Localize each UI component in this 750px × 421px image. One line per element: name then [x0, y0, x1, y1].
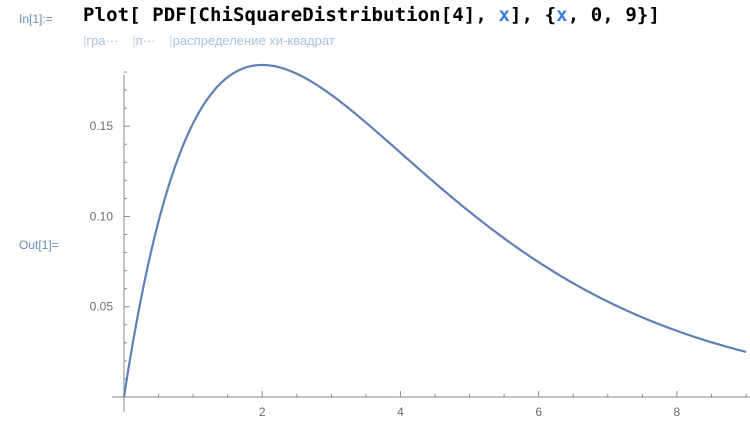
- x-tick-label: 6: [535, 405, 542, 419]
- plot-keyword: Plot: [83, 4, 130, 26]
- bracket-open-2: [: [186, 4, 199, 26]
- variable-x: x: [498, 4, 510, 26]
- bracket-close: ], {: [509, 4, 557, 26]
- variable-x-2: x: [556, 4, 568, 26]
- x-tick-label: 8: [674, 405, 681, 419]
- bracket-open: [: [129, 4, 153, 26]
- autocomplete-hints: |гра··· |п··· |распределение хи-квадрат: [83, 33, 345, 48]
- y-tick-label: 0.05: [90, 300, 114, 314]
- comma: ,: [475, 4, 499, 26]
- y-tick-label: 0.15: [90, 119, 114, 133]
- distribution-arg: [4]: [440, 4, 476, 26]
- y-tick-label: 0.10: [90, 209, 114, 223]
- hint-item[interactable]: |п···: [132, 33, 156, 48]
- distribution-keyword: ChiSquareDistribution: [198, 4, 441, 26]
- output-prompt-label: Out[1]=: [19, 238, 59, 252]
- pdf-keyword: PDF: [152, 4, 187, 26]
- x-tick-label: 2: [259, 405, 266, 419]
- input-prompt-label: In[1]:=: [19, 12, 53, 26]
- range-spec: , 0, 9}]: [567, 4, 660, 26]
- hint-item[interactable]: |гра···: [83, 33, 119, 48]
- hint-item[interactable]: |распределение хи-квадрат: [169, 33, 335, 48]
- series-line: [122, 63, 747, 398]
- x-tick-label: 4: [397, 405, 404, 419]
- input-cell[interactable]: Plot[ PDF[ChiSquareDistribution[4], x], …: [83, 4, 660, 26]
